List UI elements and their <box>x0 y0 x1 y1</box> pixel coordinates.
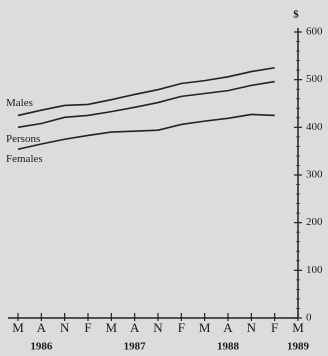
y-tick-label: 100 <box>306 264 323 276</box>
x-tick-label: A <box>130 320 140 335</box>
x-tick-label: M <box>292 320 304 335</box>
y-unit: $ <box>293 9 299 21</box>
series-label: Females <box>6 153 43 165</box>
series-line <box>17 80 275 129</box>
x-tick-label: A <box>223 320 233 335</box>
y-tick-label: 500 <box>306 73 323 85</box>
x-tick-label: M <box>12 320 24 335</box>
x-tick-label: A <box>37 320 47 335</box>
x-tick-label: M <box>199 320 211 335</box>
y-tick-label: 0 <box>306 312 312 324</box>
x-tick-label: N <box>153 320 163 335</box>
year-label: 1989 <box>287 341 310 353</box>
series-line <box>17 66 275 117</box>
x-tick-label: N <box>247 320 257 335</box>
year-label: 1986 <box>30 341 53 353</box>
series-label: Males <box>6 97 33 109</box>
x-tick-label: F <box>271 320 278 335</box>
y-tick-label: 300 <box>306 169 323 181</box>
y-tick-label: 600 <box>306 26 323 38</box>
x-tick-label: M <box>106 320 118 335</box>
year-label: 1987 <box>124 341 147 353</box>
year-label: 1988 <box>217 341 240 353</box>
series-line <box>17 113 275 151</box>
x-tick-label: N <box>60 320 70 335</box>
x-tick-label: F <box>84 320 91 335</box>
y-tick-label: 400 <box>306 121 323 133</box>
series-label: Persons <box>6 133 40 145</box>
y-tick-label: 200 <box>306 216 323 228</box>
x-tick-label: F <box>178 320 185 335</box>
